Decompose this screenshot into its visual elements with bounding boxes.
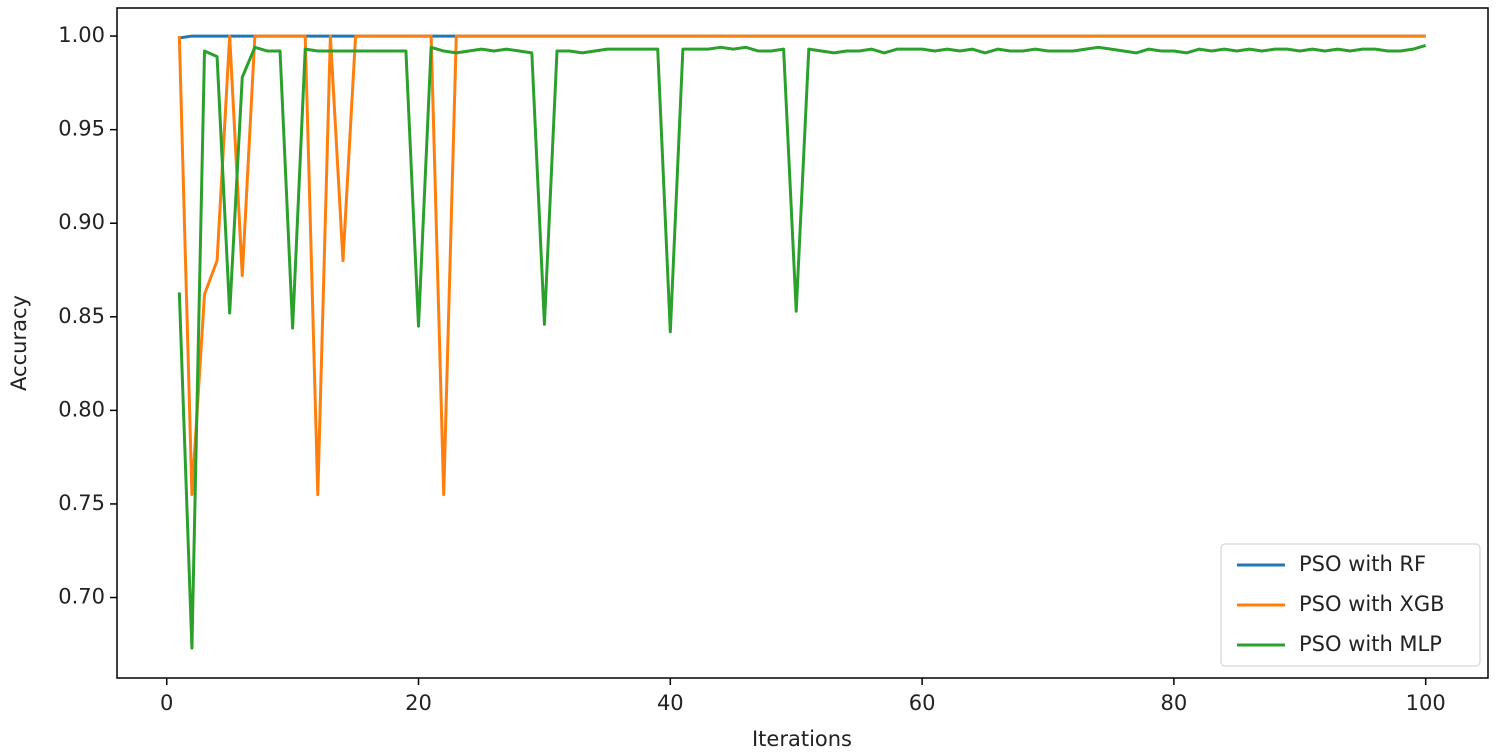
x-tick-label: 0 [160, 691, 173, 715]
legend-label: PSO with XGB [1299, 592, 1445, 616]
series-line [177, 34, 1426, 497]
x-axis-label: Iterations [752, 727, 852, 751]
x-tick-label: 60 [909, 691, 936, 715]
y-tick-label: 0.95 [58, 117, 105, 141]
y-tick-label: 1.00 [58, 23, 105, 47]
y-tick-label: 0.85 [58, 304, 105, 328]
x-tick-label: 40 [657, 691, 684, 715]
x-tick-label: 20 [405, 691, 432, 715]
legend-label: PSO with MLP [1299, 632, 1442, 656]
plot-frame [116, 7, 1489, 679]
y-tick-label: 0.80 [58, 397, 105, 421]
y-axis-label: Accuracy [7, 295, 31, 391]
x-tick-label: 80 [1161, 691, 1188, 715]
x-tick-label: 100 [1406, 691, 1446, 715]
series-line [177, 43, 1427, 650]
y-tick-label: 0.75 [58, 491, 105, 515]
y-tick-label: 0.70 [58, 585, 105, 609]
legend-label: PSO with RF [1299, 552, 1426, 576]
legend-box [1220, 543, 1481, 667]
y-tick-label: 0.90 [58, 210, 105, 234]
